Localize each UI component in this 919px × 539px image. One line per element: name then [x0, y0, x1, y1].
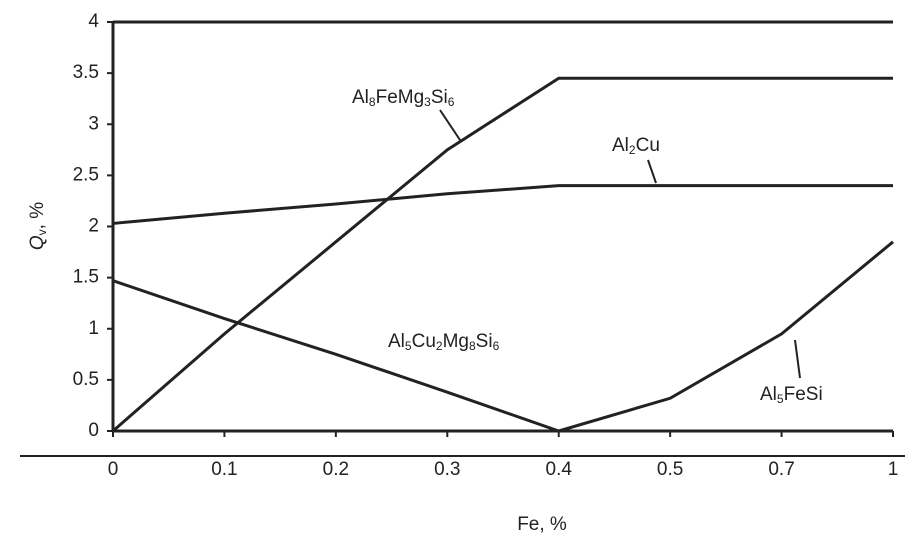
x-axis-title: Fe, % — [517, 514, 567, 535]
series-line — [558, 240, 894, 433]
x-tick-label: 0.2 — [323, 459, 349, 480]
series-label: Al2Cu — [612, 135, 660, 157]
series-line — [112, 76, 893, 433]
x-tick-label: 0.3 — [434, 459, 460, 480]
label-leader — [439, 109, 461, 141]
y-tick-label: 1 — [88, 318, 99, 339]
label-leader — [647, 159, 657, 184]
y-tick-label: 4 — [88, 11, 99, 32]
y-tick-label: 2.5 — [73, 164, 99, 185]
y-axis-title: Qv, % — [27, 202, 49, 250]
series-label: Al5FeSi — [760, 384, 823, 406]
x-tick-label: 0 — [108, 459, 119, 480]
y-tick-label: 1.5 — [73, 267, 99, 288]
x-tick-label: 1 — [888, 459, 899, 480]
series-line — [112, 279, 893, 433]
y-tick-label: 0.5 — [73, 369, 99, 390]
series-line — [112, 184, 893, 225]
label-leader — [794, 339, 801, 379]
y-tick-label: 2 — [88, 216, 99, 237]
x-tick-label: 0.7 — [768, 459, 794, 480]
x-tick-label: 0.5 — [657, 459, 683, 480]
x-tick-label: 0.4 — [546, 459, 573, 480]
y-tick-label: 3 — [88, 113, 99, 134]
x-tick-label: 0.1 — [211, 459, 237, 480]
series-label: Al8FeMg3Si6 — [352, 87, 455, 109]
series-label: Al5Cu2Mg8Si6 — [388, 331, 500, 353]
y-tick-label: 0 — [88, 420, 99, 441]
y-tick-label: 3.5 — [73, 62, 99, 83]
